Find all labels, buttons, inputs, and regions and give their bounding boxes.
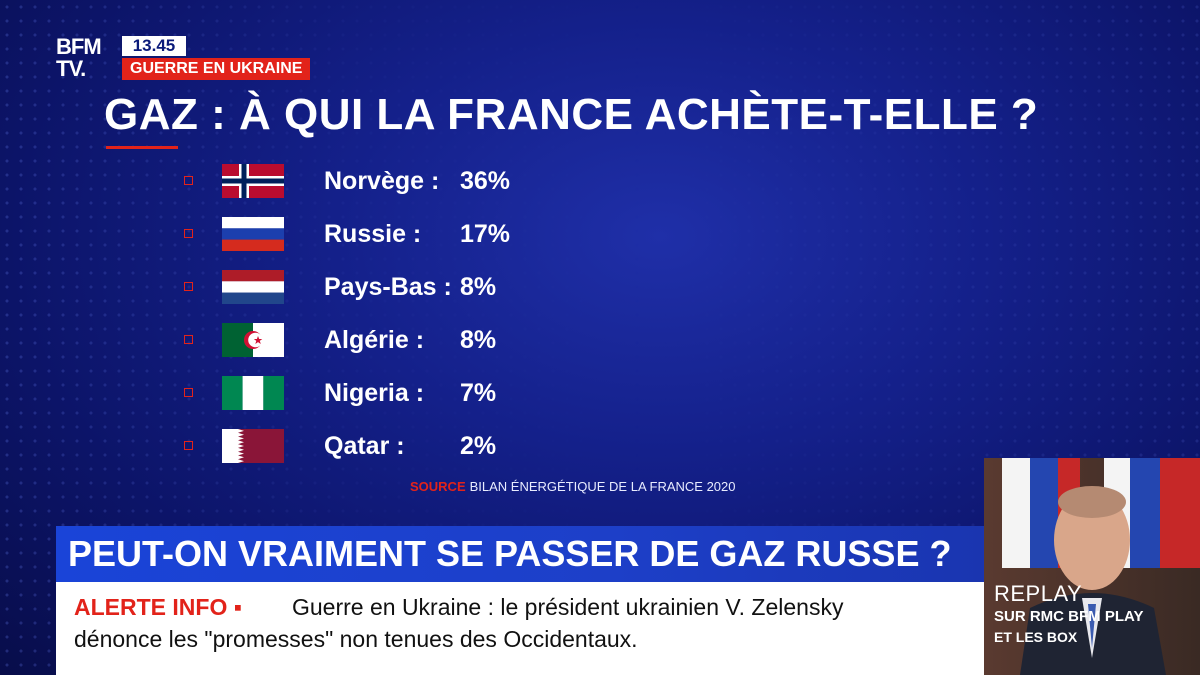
- norway-flag-icon: [222, 164, 284, 198]
- list-item: Norvège : 36%: [184, 162, 564, 202]
- replay-promo: REPLAY SUR RMC BFM PLAY ET LES BOX: [994, 582, 1194, 652]
- country-name: Nigeria :: [324, 379, 425, 407]
- bullet-icon: [184, 388, 193, 397]
- ticker-line2: dénonce les "promesses" non tenues des O…: [74, 626, 638, 652]
- source-label: SOURCE: [410, 479, 466, 494]
- source-note: SOURCE BILAN ÉNERGÉTIQUE DE LA FRANCE 202…: [410, 478, 736, 496]
- country-share: 8%: [460, 326, 497, 354]
- news-ticker: ALERTE INFO ▪ Guerre en Ukraine : le pré…: [56, 582, 984, 675]
- qatar-flag-icon: [222, 429, 284, 463]
- country-name: Norvège :: [324, 167, 440, 195]
- list-item: Qatar : 2%: [184, 427, 564, 467]
- speaker-video-icon: [984, 458, 1200, 675]
- replay-line1: SUR RMC BFM PLAY: [994, 608, 1144, 625]
- video-inset[interactable]: [984, 458, 1200, 675]
- algeria-flag-icon: [222, 323, 284, 357]
- country-share: 8%: [460, 273, 497, 301]
- list-item: Russie : 17%: [184, 215, 564, 255]
- logo-line2: TV.: [56, 56, 86, 81]
- country-share: 7%: [460, 379, 497, 407]
- clock-badge: 13.45: [122, 36, 186, 56]
- graphic-title: GAZ : À QUI LA FRANCE ACHÈTE-T-ELLE ?: [104, 90, 1039, 139]
- list-item: Nigeria : 7%: [184, 374, 564, 414]
- russia-flag-icon: [222, 217, 284, 251]
- country-name: Qatar :: [324, 432, 405, 460]
- bullet-icon: [184, 335, 193, 344]
- title-underline: [106, 146, 178, 149]
- alert-label: ALERTE INFO ▪: [74, 594, 242, 620]
- headline-text: PEUT-ON VRAIMENT SE PASSER DE GAZ RUSSE …: [68, 533, 952, 574]
- country-share: 17%: [460, 220, 511, 248]
- list-item: Algérie : 8%: [184, 321, 564, 361]
- country-share: 36%: [460, 167, 511, 195]
- bullet-icon: [184, 176, 193, 185]
- country-name: Pays-Bas :: [324, 273, 452, 301]
- bullet-icon: [184, 282, 193, 291]
- source-text: BILAN ÉNERGÉTIQUE DE LA FRANCE 2020: [469, 479, 736, 494]
- logo-line1: BFM: [56, 34, 102, 59]
- replay-line2: ET LES BOX: [994, 629, 1078, 645]
- country-name: Algérie :: [324, 326, 425, 354]
- nigeria-flag-icon: [222, 376, 284, 410]
- country-name: Russie :: [324, 220, 422, 248]
- headline-bar: PEUT-ON VRAIMENT SE PASSER DE GAZ RUSSE …: [56, 526, 984, 582]
- netherlands-flag-icon: [222, 270, 284, 304]
- bullet-icon: [184, 441, 193, 450]
- replay-title: REPLAY: [994, 581, 1083, 606]
- country-share: 2%: [460, 432, 497, 460]
- bullet-icon: [184, 229, 193, 238]
- list-item: Pays-Bas : 8%: [184, 268, 564, 308]
- channel-logo: BFM TV.: [56, 36, 118, 80]
- ticker-line1: Guerre en Ukraine : le président ukraini…: [292, 594, 844, 620]
- section-tag: GUERRE EN UKRAINE: [122, 58, 311, 80]
